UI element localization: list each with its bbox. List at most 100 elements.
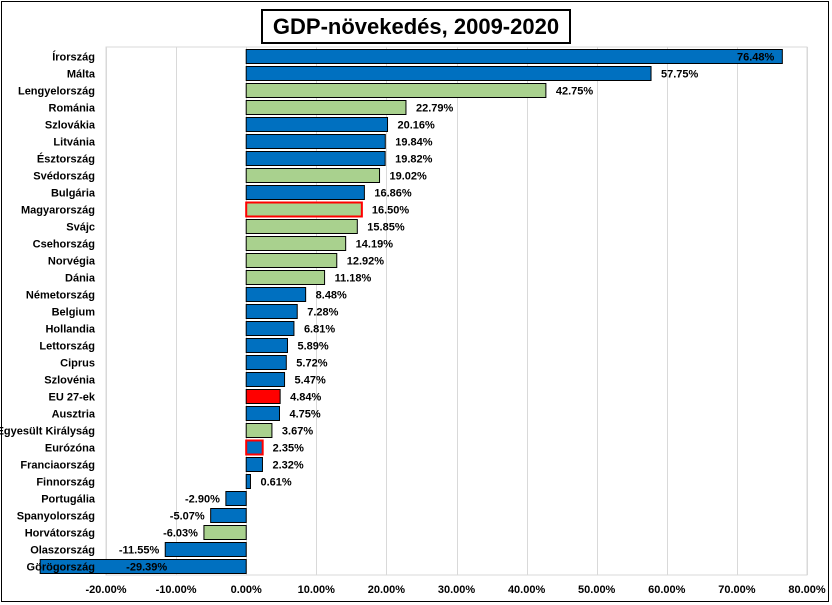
category-label: EU 27-ek (49, 392, 96, 404)
category-label: Szlovákia (45, 120, 96, 132)
data-label: 19.84% (395, 137, 433, 149)
data-label: 4.75% (289, 409, 320, 421)
bar (245, 236, 347, 251)
bar (245, 168, 381, 183)
data-label: 15.85% (367, 222, 405, 234)
category-label: Málta (67, 69, 96, 81)
bar (245, 151, 386, 166)
category-label: Svájc (66, 222, 95, 234)
category-label: Lettország (39, 341, 95, 353)
category-label: Görögország (27, 562, 95, 574)
category-label: Spanyolország (17, 511, 95, 523)
bar (245, 321, 295, 336)
bar (245, 423, 273, 438)
category-label: Ciprus (60, 358, 95, 370)
category-label: Horvátország (25, 528, 95, 540)
bar (245, 270, 326, 285)
category-label: Csehország (33, 239, 95, 251)
data-label: 19.82% (395, 154, 433, 166)
bar (245, 287, 307, 302)
category-label: Belgium (52, 307, 96, 319)
data-label: 12.92% (347, 256, 385, 268)
x-tick-label: -10.00% (156, 584, 197, 596)
category-label: Szlovénia (44, 375, 96, 387)
bar (245, 457, 263, 472)
data-label: -5.07% (170, 511, 205, 523)
data-label: 16.50% (372, 205, 410, 217)
category-label: Dánia (65, 273, 96, 285)
x-tick-label: 70.00% (718, 584, 756, 596)
data-label: 2.32% (272, 460, 303, 472)
bar (245, 372, 286, 387)
bar (245, 389, 281, 404)
category-label: Magyarország (21, 205, 95, 217)
bar (245, 304, 298, 319)
bar (245, 66, 652, 81)
data-label: 42.75% (556, 86, 594, 98)
category-label: Egyesült Királyság (0, 426, 95, 438)
bar (245, 253, 338, 268)
data-label: 2.35% (273, 443, 304, 455)
x-tick-label: 0.00% (231, 584, 262, 596)
category-label: Lengyelország (18, 86, 95, 98)
category-label: Észtország (37, 153, 95, 166)
bar (245, 185, 365, 200)
bar (245, 355, 287, 370)
data-label: 20.16% (398, 120, 436, 132)
bar (164, 542, 247, 557)
x-tick-label: 50.00% (578, 584, 616, 596)
data-label: 4.84% (290, 392, 321, 404)
category-label: Portugália (41, 494, 96, 506)
data-label: 76.48% (737, 52, 775, 64)
category-label: Hollandia (45, 324, 95, 336)
data-label: 0.61% (260, 477, 291, 489)
category-label: Németország (26, 290, 95, 302)
data-label: 22.79% (416, 103, 454, 115)
data-label: -29.39% (126, 562, 167, 574)
bar (245, 219, 358, 234)
data-label: 19.02% (390, 171, 428, 183)
x-tick-label: 40.00% (508, 584, 546, 596)
x-tick-label: -20.00% (86, 584, 127, 596)
category-label: Norvégia (48, 256, 96, 268)
chart-title: GDP-növekedés, 2009-2020 (261, 9, 571, 44)
category-label: Olaszország (30, 545, 95, 557)
data-label: 3.67% (282, 426, 313, 438)
data-label: 5.89% (297, 341, 328, 353)
data-label: 6.81% (304, 324, 335, 336)
x-tick-label: 80.00% (788, 584, 826, 596)
data-label: 14.19% (356, 239, 394, 251)
data-label: 7.28% (307, 307, 338, 319)
category-label: Franciaország (20, 460, 95, 472)
bar (245, 134, 386, 149)
x-tick-label: 20.00% (368, 584, 406, 596)
x-tick-label: 10.00% (298, 584, 336, 596)
category-label: Ausztria (52, 409, 96, 421)
bar (245, 201, 363, 218)
bar (245, 406, 280, 421)
category-label: Románia (49, 103, 96, 115)
data-label: 5.72% (296, 358, 327, 370)
category-label: Bulgária (51, 188, 96, 200)
category-label: Litvánia (53, 137, 95, 149)
data-label: -2.90% (185, 494, 220, 506)
data-label: -6.03% (163, 528, 198, 540)
data-label: -11.55% (119, 545, 160, 557)
bar (245, 439, 264, 456)
category-label: Írország (52, 51, 95, 64)
data-label: 11.18% (335, 273, 372, 285)
data-label: 57.75% (661, 69, 699, 81)
x-tick-label: 30.00% (438, 584, 476, 596)
bar (245, 474, 251, 489)
data-label: 5.47% (295, 375, 326, 387)
bar (39, 559, 247, 574)
category-label: Eurózóna (45, 443, 96, 455)
bar (245, 117, 389, 132)
bar (203, 525, 247, 540)
bar (225, 491, 247, 506)
data-label: 8.48% (316, 290, 347, 302)
bar (245, 83, 547, 98)
category-label: Svédország (33, 171, 95, 183)
bar (245, 338, 288, 353)
